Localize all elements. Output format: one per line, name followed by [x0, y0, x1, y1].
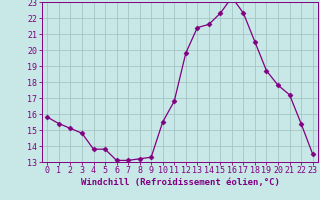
X-axis label: Windchill (Refroidissement éolien,°C): Windchill (Refroidissement éolien,°C) — [81, 178, 279, 187]
